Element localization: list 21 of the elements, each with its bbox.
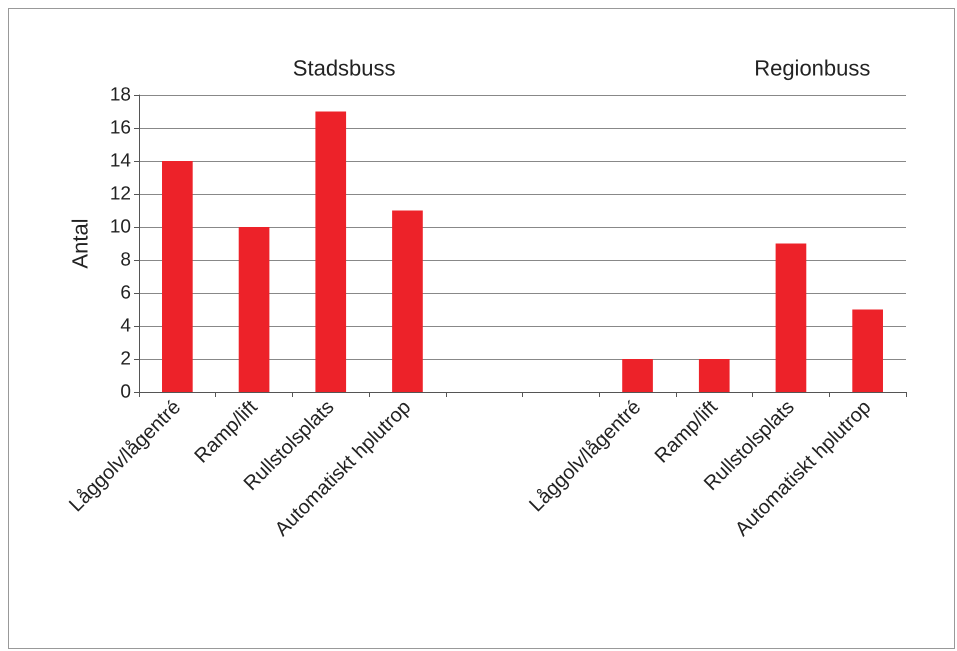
bar xyxy=(162,161,193,392)
y-tick-label: 6 xyxy=(120,282,131,304)
bar xyxy=(852,310,883,392)
text: Stadsbuss xyxy=(292,56,396,80)
bar xyxy=(238,227,270,392)
y-axis-title: Antal xyxy=(68,218,92,269)
y-tick-label: 16 xyxy=(110,118,131,138)
y-tick-label: 14 xyxy=(110,150,132,172)
bar xyxy=(776,244,806,392)
bar xyxy=(698,359,730,392)
y-tick-label: 2 xyxy=(120,348,131,370)
y-tick-label: 4 xyxy=(120,316,132,336)
text: Regionbuss xyxy=(754,56,870,80)
bar xyxy=(392,210,423,392)
y-tick-label: 18 xyxy=(110,84,131,106)
bar xyxy=(622,359,653,392)
y-tick-label: 10 xyxy=(110,216,131,238)
y-tick-label: 8 xyxy=(120,250,131,270)
y-tick-label: 0 xyxy=(120,382,131,402)
bar xyxy=(315,112,346,392)
y-tick-label: 12 xyxy=(110,184,131,204)
